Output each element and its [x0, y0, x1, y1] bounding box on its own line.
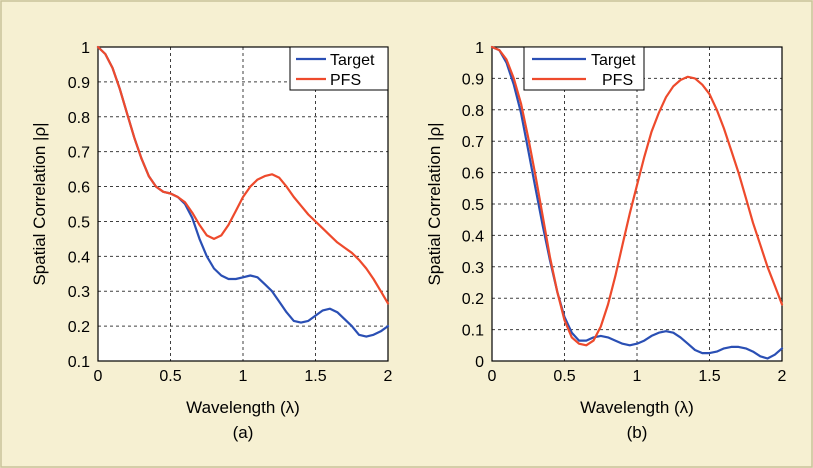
series-line-target [490, 45, 784, 360]
legend-label-target: Target [330, 52, 375, 69]
y-tick-labels: 0 0.1 0.2 0.3 0.4 0.5 0.6 0.7 0.8 0.9 1 [462, 40, 484, 371]
series-layer [96, 45, 390, 338]
x-tick-label: 1 [239, 368, 248, 385]
y-tick-label: 0.2 [462, 291, 484, 308]
y-tick-label: 1 [81, 40, 90, 57]
y-tick-label: 0.3 [462, 260, 484, 277]
chart-panel-b: 0 0.5 1 1.5 2 00.10.20.30.40.50.60.70.80.91 … [425, 40, 787, 442]
grid [492, 47, 782, 361]
y-tick-label: 0.7 [68, 145, 90, 162]
x-tick-label: 0.5 [553, 368, 575, 385]
panel-label: (a) [233, 423, 254, 442]
legend: Target PFS [523, 46, 645, 91]
x-tick-labels: 0 0.5 1 1.5 2 [94, 368, 393, 385]
x-tick-label: 0.5 [159, 368, 181, 385]
y-tick-label: 0.8 [462, 103, 484, 120]
y-tick-label: 0.6 [68, 180, 90, 197]
series-line-pfs [490, 45, 784, 347]
y-tick-label: 1 [475, 40, 484, 57]
y-tick-label: 0.1 [462, 323, 484, 340]
x-tick-label: 1.5 [698, 368, 720, 385]
y-tick-label: 0.8 [68, 110, 90, 127]
x-tick-label: 2 [384, 368, 393, 385]
y-tick-label: 0 [475, 354, 484, 371]
panel-label: (b) [627, 423, 648, 442]
legend-label-pfs: PFS [330, 72, 361, 89]
legend: Target PFS [289, 46, 389, 91]
x-tick-label: 0 [94, 368, 103, 385]
y-tick-label: 0.3 [68, 284, 90, 301]
y-tick-label: 0.1 [68, 354, 90, 371]
y-tick-labels: 0.1 0.2 0.3 0.4 0.5 0.6 0.7 0.8 0.9 1 [68, 40, 90, 371]
y-tick-label: 0.7 [462, 134, 484, 151]
y-tick-label: 0.4 [462, 228, 484, 245]
legend-box [289, 46, 389, 91]
legend-label-pfs: PFS [602, 72, 633, 89]
y-tick-label: 0.9 [68, 75, 90, 92]
x-tick-label: 2 [778, 368, 787, 385]
series-layer [490, 45, 784, 360]
x-tick-label: 1 [633, 368, 642, 385]
legend-label-target: Target [591, 52, 636, 69]
x-tick-label: 1.5 [304, 368, 326, 385]
y-tick-label: 0.5 [462, 197, 484, 214]
y-tick-label: 0.2 [68, 319, 90, 336]
x-axis-label: Wavelength (λ) [186, 398, 300, 417]
series-line-pfs [96, 45, 390, 305]
x-tick-labels: 0 0.5 1 1.5 2 [488, 368, 787, 385]
y-tick-label: 0.4 [68, 249, 90, 266]
y-tick-label: 0.5 [68, 214, 90, 231]
chart-panel-a: 0 0.5 1 1.5 2 0.1 0.2 0.3 0.4 0.5 0.6 0.7 0.8 0.9 1 W… [30, 40, 393, 442]
y-tick-label: 0.6 [462, 166, 484, 183]
x-tick-label: 0 [488, 368, 497, 385]
y-tick-label: 0.9 [462, 71, 484, 88]
x-axis-label: Wavelength (λ) [580, 398, 694, 417]
y-axis-label: Spatial Correlation |ρ| [425, 122, 444, 285]
y-axis-label: Spatial Correlation |ρ| [30, 122, 49, 285]
legend-box [523, 46, 645, 91]
